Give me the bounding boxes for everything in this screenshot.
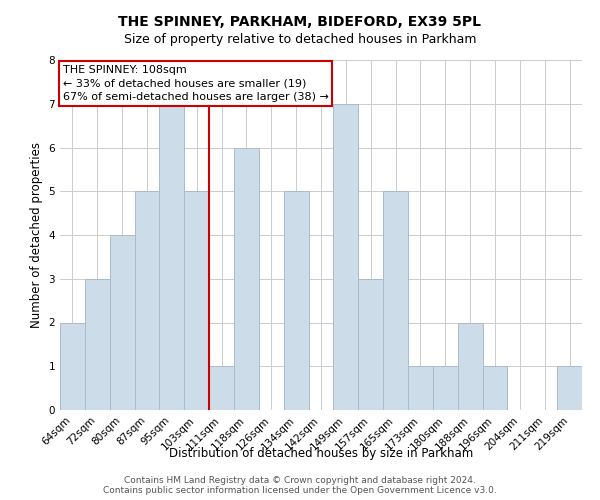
Y-axis label: Number of detached properties: Number of detached properties [30, 142, 43, 328]
Bar [557, 366, 582, 410]
Text: Contains HM Land Registry data © Crown copyright and database right 2024.
Contai: Contains HM Land Registry data © Crown c… [103, 476, 497, 495]
Bar [134, 191, 160, 410]
Text: THE SPINNEY: 108sqm
← 33% of detached houses are smaller (19)
67% of semi-detach: THE SPINNEY: 108sqm ← 33% of detached ho… [62, 66, 328, 102]
Text: THE SPINNEY, PARKHAM, BIDEFORD, EX39 5PL: THE SPINNEY, PARKHAM, BIDEFORD, EX39 5PL [119, 15, 482, 29]
Bar [284, 191, 308, 410]
Bar [383, 191, 408, 410]
Bar [433, 366, 458, 410]
Bar [458, 322, 482, 410]
Bar [334, 104, 358, 410]
Bar [482, 366, 508, 410]
Bar [184, 191, 209, 410]
Bar [60, 322, 85, 410]
Bar [85, 279, 110, 410]
Text: Distribution of detached houses by size in Parkham: Distribution of detached houses by size … [169, 448, 473, 460]
Bar [234, 148, 259, 410]
Bar [408, 366, 433, 410]
Bar [358, 279, 383, 410]
Bar [110, 235, 134, 410]
Bar [209, 366, 234, 410]
Text: Size of property relative to detached houses in Parkham: Size of property relative to detached ho… [124, 32, 476, 46]
Bar [160, 104, 184, 410]
